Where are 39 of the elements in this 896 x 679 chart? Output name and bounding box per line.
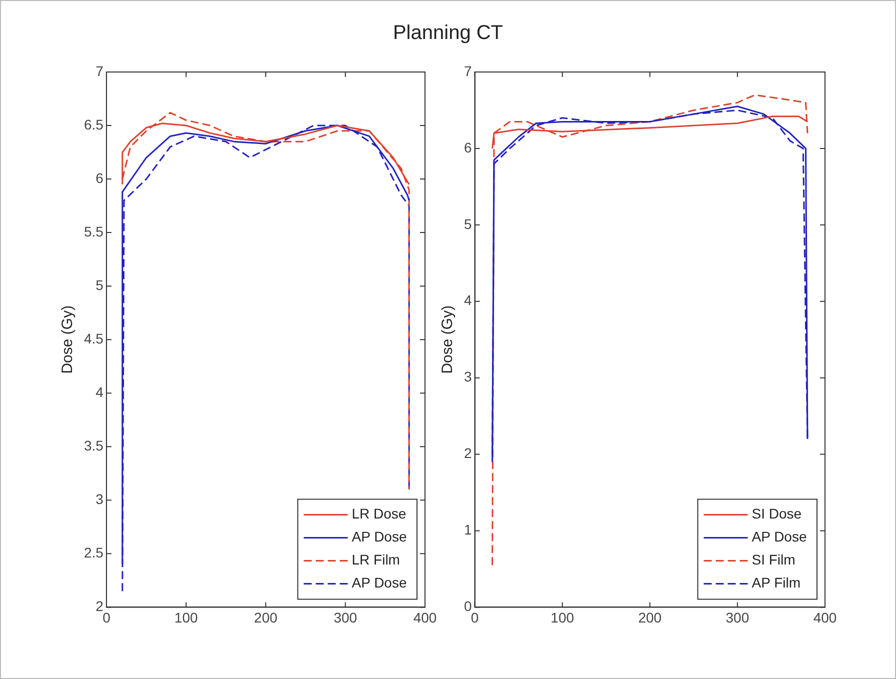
legend-label: LR Film — [352, 552, 400, 568]
y-tick-label: 2.5 — [84, 544, 104, 561]
y-tick-label: 3 — [96, 491, 104, 508]
chart-title: Planning CT — [392, 22, 504, 45]
y-axis-title: Dose (Gy) — [59, 305, 76, 374]
x-tick-label: 400 — [413, 609, 437, 626]
y-tick-label: 6 — [96, 170, 104, 186]
line-series — [122, 112, 410, 490]
legend-label: SI Dose — [752, 506, 802, 522]
y-tick-label: 5 — [96, 276, 104, 293]
legend-label: LR Dose — [352, 506, 406, 522]
y-tick-label: 6.5 — [84, 116, 104, 132]
y-tick-label: 6 — [464, 139, 472, 156]
y-tick-label: 4.5 — [84, 330, 104, 346]
x-tick-label: 200 — [254, 609, 278, 626]
y-tick-label: 3 — [464, 368, 472, 385]
x-tick-label: 100 — [174, 609, 198, 626]
y-tick-label: 0 — [464, 598, 472, 614]
x-tick-label: 400 — [813, 609, 837, 626]
y-tick-label: 3.5 — [84, 438, 104, 454]
legend-label: SI Film — [752, 552, 796, 568]
y-tick-label: 4 — [96, 384, 104, 400]
x-tick-label: 100 — [550, 609, 574, 626]
y-tick-label: 2 — [96, 598, 104, 614]
legend-label: AP Dose — [352, 574, 407, 591]
legend-label: AP Dose — [352, 528, 407, 545]
x-tick-label: 200 — [638, 609, 662, 626]
y-tick-label: 7 — [464, 62, 472, 79]
y-tick-label: 1 — [464, 522, 472, 538]
y-axis-title: Dose (Gy) — [439, 305, 456, 374]
y-tick-label: 4 — [464, 292, 472, 308]
x-tick-label: 300 — [726, 609, 750, 626]
x-tick-label: 300 — [334, 609, 358, 626]
y-tick-label: 5.5 — [84, 223, 104, 240]
y-tick-label: 7 — [96, 62, 104, 79]
legend-label: AP Dose — [752, 528, 807, 545]
legend-label: AP Film — [752, 574, 800, 591]
y-tick-label: 2 — [464, 445, 472, 462]
y-tick-label: 5 — [464, 216, 472, 232]
